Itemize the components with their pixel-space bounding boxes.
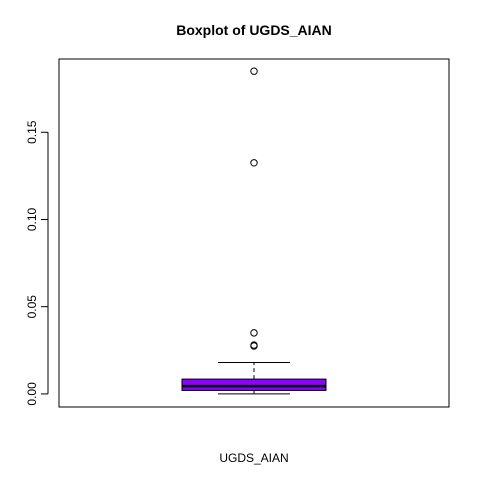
outlier-group — [250, 67, 258, 350]
iqr-box — [181, 378, 327, 391]
outlier-point — [250, 159, 258, 167]
chart-title: Boxplot of UGDS_AIAN — [176, 22, 332, 38]
outlier-point — [250, 329, 258, 337]
y-tick-label: 0.15 — [25, 120, 39, 144]
plot-frame — [58, 58, 450, 408]
y-tick-label: 0.10 — [25, 207, 39, 231]
outlier-point — [250, 341, 258, 349]
box-group — [181, 362, 327, 395]
x-axis-label: UGDS_AIAN — [219, 451, 288, 465]
y-tick-label: 0.00 — [25, 382, 39, 406]
outlier-point — [250, 67, 258, 75]
y-axis: 0.00 0.05 0.10 0.15 — [25, 120, 49, 406]
y-tick-label: 0.05 — [25, 295, 39, 319]
